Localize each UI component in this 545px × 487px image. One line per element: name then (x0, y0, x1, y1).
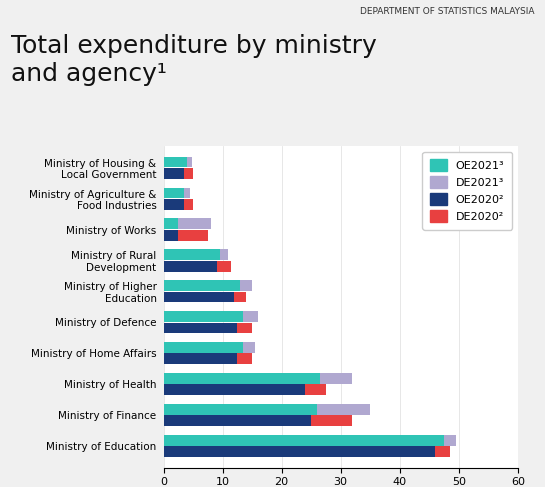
Bar (164, 311, 243, 322)
Bar (217, 261, 232, 272)
Bar (240, 280, 252, 291)
Bar (164, 446, 435, 457)
Bar (187, 157, 192, 168)
Bar (164, 435, 444, 446)
Bar (305, 384, 326, 395)
Bar (164, 415, 311, 426)
Bar (178, 218, 211, 229)
Bar (435, 446, 450, 457)
Bar (237, 322, 252, 334)
Bar (164, 354, 237, 364)
Bar (243, 342, 255, 353)
Bar (164, 187, 184, 198)
Bar (164, 373, 320, 384)
Bar (178, 230, 208, 241)
Bar (317, 404, 370, 414)
Bar (164, 249, 220, 260)
Bar (164, 280, 240, 291)
Bar (164, 157, 187, 168)
Bar (243, 311, 258, 322)
Bar (184, 187, 190, 198)
Bar (311, 415, 353, 426)
Bar (164, 404, 317, 414)
Bar (164, 292, 234, 302)
Bar (184, 168, 193, 179)
Bar (320, 373, 353, 384)
Bar (164, 384, 305, 395)
Bar (237, 354, 252, 364)
Bar (220, 249, 228, 260)
Text: Total expenditure by ministry
and agency¹: Total expenditure by ministry and agency… (11, 34, 377, 86)
Legend: OE2021³, DE2021³, OE2020², DE2020²: OE2021³, DE2021³, OE2020², DE2020² (422, 151, 512, 230)
Bar (164, 322, 237, 334)
Text: DEPARTMENT OF STATISTICS MALAYSIA: DEPARTMENT OF STATISTICS MALAYSIA (360, 7, 534, 16)
Bar (234, 292, 246, 302)
Bar (184, 199, 193, 210)
Bar (164, 342, 243, 353)
Bar (164, 168, 184, 179)
Bar (444, 435, 456, 446)
Bar (164, 261, 217, 272)
Bar (164, 230, 178, 241)
Bar (164, 218, 178, 229)
Bar (164, 199, 184, 210)
